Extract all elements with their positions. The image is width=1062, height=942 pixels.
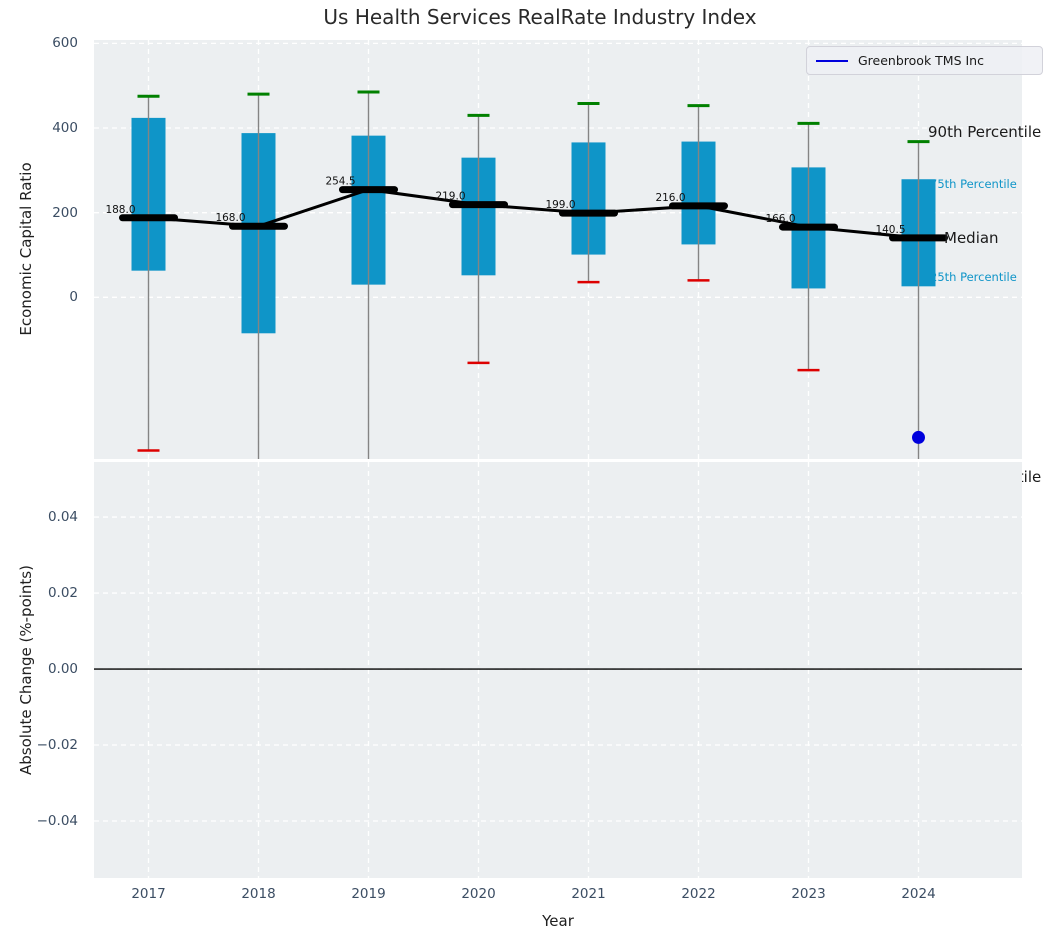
chart-title: Us Health Services RealRate Industry Ind… <box>323 5 757 29</box>
ytick-top-600: 600 <box>52 35 78 52</box>
x-axis-label-year: Year <box>542 912 574 930</box>
xtick-2023: 2023 <box>791 886 826 902</box>
boxplot-canvas: 188.0 168.0 254.5 219.0 199.0 216.0 166.0 140.5 <box>94 40 1022 459</box>
ytick-bottom-−0.02: −0.02 <box>36 737 78 754</box>
ytick-bottom-0.02: 0.02 <box>47 585 78 602</box>
annotation-median: Median <box>944 228 999 247</box>
xtick-2022: 2022 <box>681 886 716 902</box>
ytick-bottom-−0.04: −0.04 <box>36 813 78 829</box>
xtick-2017: 2017 <box>131 886 166 902</box>
ytick-bottom-0.04: 0.04 <box>47 509 78 526</box>
median-value-label-2018: 168.0 <box>215 212 245 224</box>
median-value-label-2020: 219.0 <box>435 191 465 203</box>
legend-line-swatch <box>816 59 848 62</box>
company-point-greenbrook-tms-inc <box>912 430 925 444</box>
legend-label: Greenbrook TMS Inc <box>858 53 984 68</box>
annotation-25th-percentile: 25th Percentile <box>930 270 1017 285</box>
median-value-label-2023: 166.0 <box>765 213 795 225</box>
ytick-bottom-0.00: 0.00 <box>47 661 78 678</box>
ytick-top-200: 200 <box>52 204 78 221</box>
xtick-2021: 2021 <box>571 886 606 902</box>
median-value-label-2021: 199.0 <box>545 199 575 211</box>
annotation-75th-percentile: 75th Percentile <box>930 177 1017 192</box>
ytick-top-400: 400 <box>52 120 78 137</box>
median-value-label-2017: 188.0 <box>105 204 135 216</box>
ytick-top-0: 0 <box>69 289 78 306</box>
top-plot-area: 188.0 168.0 254.5 219.0 199.0 216.0 166.0 140.5 <box>94 40 1022 459</box>
xtick-2018: 2018 <box>241 886 276 902</box>
xtick-2020: 2020 <box>461 886 496 902</box>
annotation-90th-percentile: 90th Percentile <box>928 122 1042 141</box>
median-trend-line <box>148 188 919 240</box>
xtick-2024: 2024 <box>901 886 936 902</box>
median-value-label-2022: 216.0 <box>655 192 685 204</box>
absolute-change-canvas <box>94 462 1022 878</box>
median-value-label-2019: 254.5 <box>325 176 355 188</box>
bottom-plot-area <box>94 462 1022 878</box>
legend: Greenbrook TMS Inc <box>806 46 1043 75</box>
xtick-2019: 2019 <box>351 886 386 902</box>
median-value-label-2024: 140.5 <box>875 224 905 236</box>
y-axis-label-economic-capital-ratio: Economic Capital Ratio <box>17 162 35 336</box>
